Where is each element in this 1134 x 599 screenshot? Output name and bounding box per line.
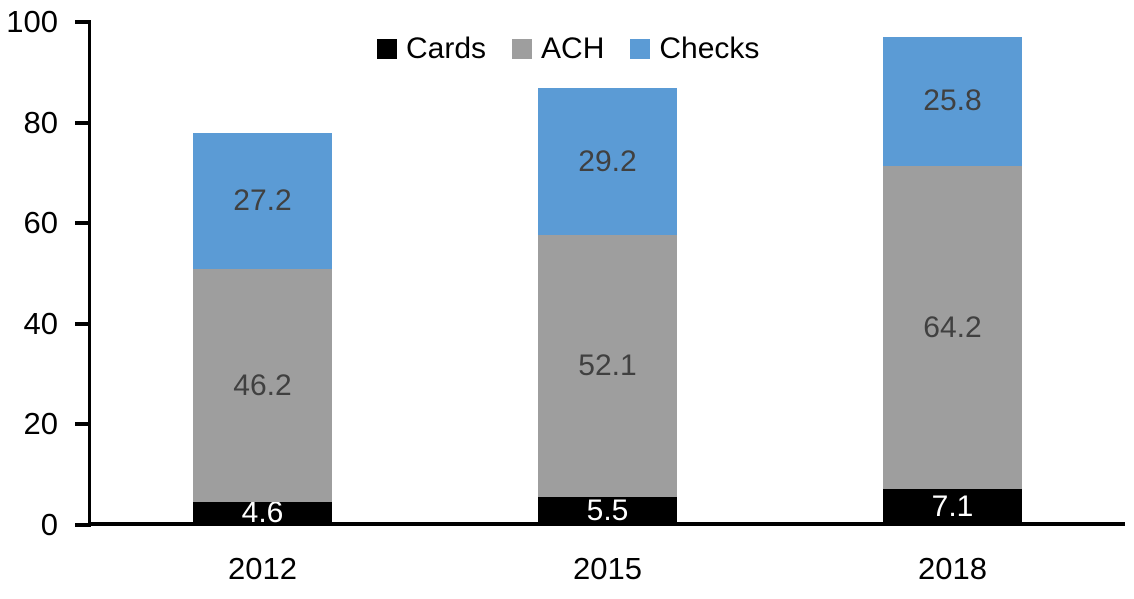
y-tick-label: 40 bbox=[23, 305, 58, 341]
y-tick bbox=[75, 422, 88, 427]
y-tick bbox=[75, 321, 88, 326]
segment-cards-2018 bbox=[883, 489, 1022, 525]
y-tick bbox=[75, 221, 88, 226]
segment-ach-2018 bbox=[883, 166, 1022, 490]
y-tick bbox=[75, 120, 88, 125]
x-label-2018: 2018 bbox=[918, 551, 987, 586]
segment-checks-2012 bbox=[193, 132, 332, 270]
segment-checks-2015 bbox=[538, 88, 677, 236]
legend: Cards ACH Checks bbox=[377, 31, 759, 67]
legend-item-ach: ACH bbox=[512, 32, 604, 66]
y-axis bbox=[88, 20, 91, 527]
legend-swatch-cards-icon bbox=[377, 39, 397, 59]
legend-swatch-ach-icon bbox=[512, 39, 533, 59]
segment-cards-2015 bbox=[538, 497, 677, 525]
y-tick-label: 60 bbox=[23, 205, 58, 241]
x-label-2012: 2012 bbox=[228, 551, 297, 586]
legend-label-ach: ACH bbox=[541, 32, 605, 65]
y-tick-label: 20 bbox=[23, 406, 58, 442]
y-tick bbox=[75, 20, 88, 24]
legend-item-cards: Cards bbox=[377, 32, 486, 66]
legend-item-checks: Checks bbox=[630, 32, 759, 66]
legend-swatch-checks-icon bbox=[630, 39, 651, 59]
legend-label-cards: Cards bbox=[406, 32, 487, 65]
legend-label-checks: Checks bbox=[659, 32, 760, 65]
x-label-2015: 2015 bbox=[573, 551, 642, 586]
segment-checks-2018 bbox=[883, 36, 1022, 167]
segment-ach-2012 bbox=[193, 269, 332, 502]
segment-cards-2012 bbox=[193, 501, 332, 525]
y-tick-label: 0 bbox=[40, 507, 58, 542]
y-tick-label: 100 bbox=[6, 4, 58, 39]
segment-ach-2015 bbox=[538, 235, 677, 498]
y-tick-label: 80 bbox=[23, 104, 58, 140]
y-tick bbox=[75, 523, 88, 527]
